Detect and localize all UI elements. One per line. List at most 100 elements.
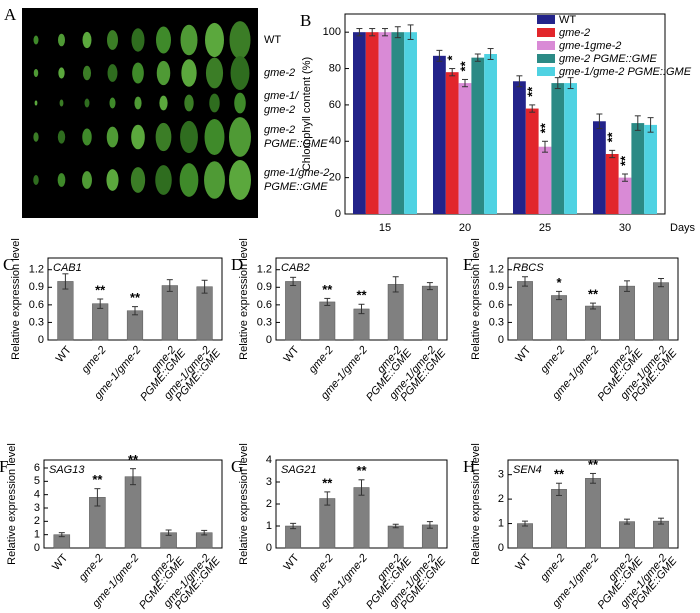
- bar: [353, 487, 370, 549]
- bar: [484, 54, 497, 214]
- y-tick-label: 0: [34, 542, 40, 554]
- y-tick-label: 1: [266, 520, 272, 532]
- gene-title: CAB2: [281, 262, 310, 274]
- bar: [585, 478, 601, 549]
- leaf: [57, 173, 66, 187]
- bar: [618, 177, 632, 214]
- y-tick-label: 3: [498, 469, 504, 481]
- y-tick-label: 1: [34, 529, 40, 541]
- leaf: [156, 26, 171, 54]
- y-tick-label: 2: [266, 498, 272, 510]
- y-axis-label: Relative expression level: [238, 443, 250, 565]
- bar: [378, 32, 392, 214]
- y-tick-label: 5: [34, 475, 40, 487]
- bar: [319, 301, 336, 341]
- y-tick-label: 3: [266, 476, 272, 488]
- bar: [285, 281, 302, 341]
- bar: [458, 83, 472, 214]
- y-axis-label: Relative expression level: [10, 238, 22, 360]
- significance: *: [445, 55, 460, 61]
- leaf: [58, 33, 65, 47]
- y-tick-label: 40: [329, 135, 341, 147]
- leaf: [229, 117, 251, 157]
- y-tick-label: 0: [498, 334, 504, 346]
- significance: **: [537, 122, 552, 133]
- genotype-label: gme-1/gme-2: [264, 167, 329, 179]
- bar: [285, 525, 302, 549]
- plot-frame: [344, 13, 666, 215]
- panel-label: H: [463, 457, 475, 476]
- y-tick-label: 0: [266, 542, 272, 554]
- significance: **: [605, 131, 620, 142]
- x-tick-label: gme-2: [538, 552, 567, 584]
- y-tick-label: 0: [266, 334, 272, 346]
- leaf: [181, 59, 197, 87]
- legend-swatch: [537, 67, 555, 76]
- bar: [517, 523, 533, 549]
- leaf: [109, 97, 116, 109]
- x-tick-label: gme-2: [307, 552, 336, 584]
- leaf: [229, 160, 251, 200]
- panel-label: G: [231, 457, 243, 476]
- y-tick-label: 4: [34, 489, 40, 501]
- y-tick-label: 0.9: [29, 281, 44, 293]
- bar: [593, 121, 606, 214]
- bar: [161, 285, 178, 341]
- significance: **: [130, 290, 141, 305]
- panel-label: F: [0, 457, 8, 476]
- bar: [538, 146, 552, 214]
- y-tick-label: 1.2: [489, 264, 504, 276]
- leaf: [134, 96, 142, 110]
- legend-label: WT: [559, 14, 576, 26]
- gene-title: SEN4: [513, 464, 542, 476]
- legend-swatch: [537, 54, 555, 63]
- genotype-label: gme-2: [264, 67, 295, 79]
- leaf: [58, 67, 65, 79]
- y-tick-label: 1: [498, 517, 504, 529]
- legend-swatch: [537, 28, 555, 37]
- leaf: [204, 161, 225, 199]
- panel-label: C: [3, 255, 14, 274]
- y-tick-label: 0.3: [29, 316, 44, 328]
- y-tick-label: 0: [335, 208, 341, 220]
- y-tick-label: 0.6: [257, 299, 272, 311]
- leaf: [82, 128, 92, 146]
- x-tick-label: 20: [459, 222, 471, 234]
- leaf: [156, 60, 171, 86]
- y-tick-label: 0.9: [257, 281, 272, 293]
- leaf: [107, 64, 118, 82]
- leaf: [107, 30, 118, 50]
- significance: **: [588, 457, 599, 472]
- bar: [445, 72, 459, 214]
- genotype-label: gme-1/: [264, 90, 299, 102]
- genotype-label: WT: [264, 34, 281, 46]
- x-axis-label: Days: [670, 222, 696, 234]
- bar: [353, 32, 366, 214]
- bar: [124, 476, 142, 549]
- y-tick-label: 0: [498, 542, 504, 554]
- leaf: [180, 24, 198, 56]
- leaf: [82, 171, 92, 189]
- bar: [365, 32, 379, 214]
- significance: **: [322, 282, 333, 297]
- y-tick-label: 20: [329, 172, 341, 184]
- bar: [525, 108, 539, 214]
- leaf: [57, 130, 66, 144]
- y-axis-label: Relative expression level: [6, 443, 18, 565]
- significance: **: [554, 467, 565, 482]
- y-axis-label: Relative expression level: [470, 443, 482, 565]
- bar: [551, 295, 567, 341]
- x-tick-label: gme-2: [307, 344, 336, 376]
- leaf: [34, 100, 38, 106]
- genotype-label: gme-2: [264, 104, 295, 116]
- significance: **: [588, 287, 599, 302]
- y-tick-label: 6: [34, 462, 40, 474]
- leaf: [205, 57, 224, 89]
- significance: **: [356, 288, 367, 303]
- leaf: [84, 98, 90, 108]
- legend-swatch: [537, 41, 555, 50]
- significance: **: [525, 86, 540, 97]
- y-axis-label: Chlorophyll content (%): [301, 57, 313, 171]
- leaf: [204, 119, 225, 155]
- bar: [387, 284, 404, 341]
